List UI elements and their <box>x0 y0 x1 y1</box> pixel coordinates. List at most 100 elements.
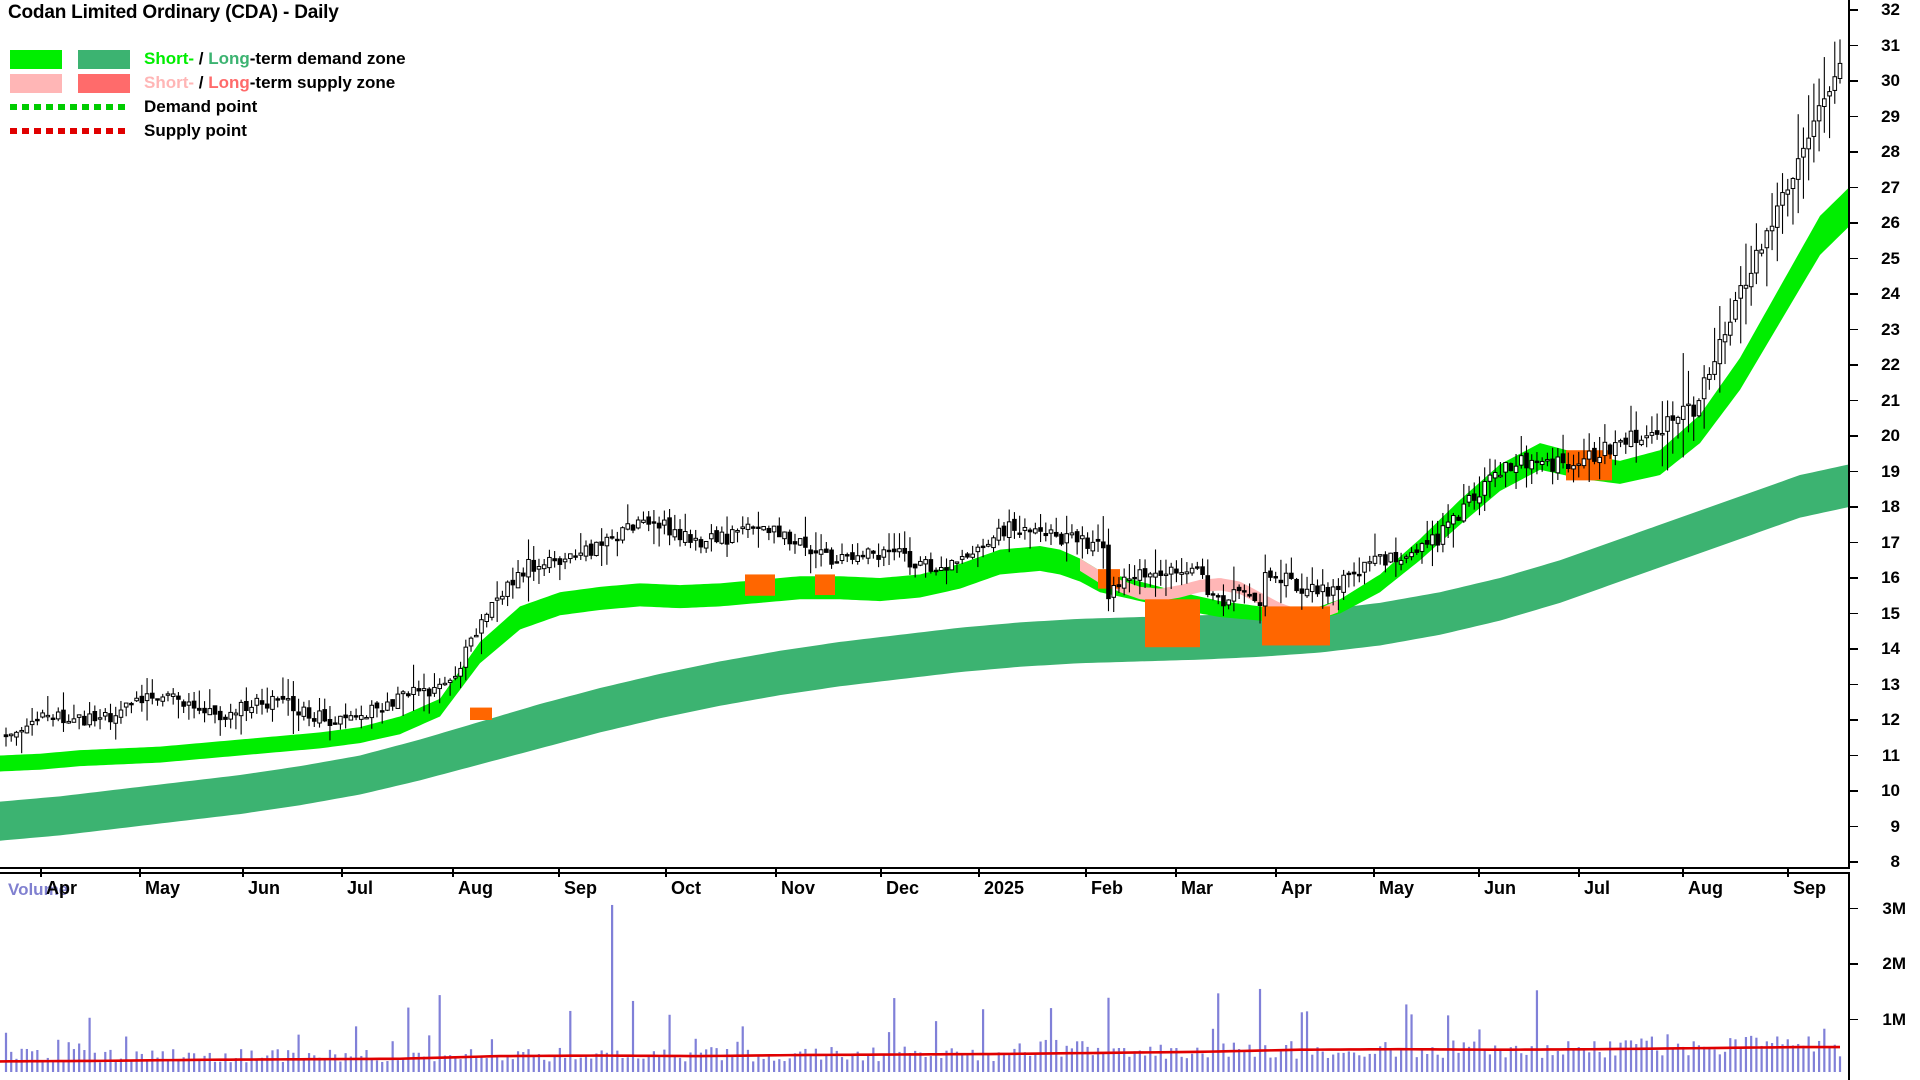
volume-bar <box>720 1060 723 1072</box>
candle-body <box>520 572 526 577</box>
volume-bar <box>778 1059 781 1072</box>
candle-body <box>656 522 662 529</box>
candle-body <box>975 546 981 553</box>
candle-body <box>468 637 474 647</box>
candlestick <box>264 687 270 713</box>
candlestick <box>1356 557 1362 583</box>
price-axis-tick <box>1849 541 1858 544</box>
candlestick <box>1414 543 1420 555</box>
price-panel-right-border <box>1848 0 1850 869</box>
volume-bar <box>219 1061 222 1072</box>
candle-body <box>144 693 150 702</box>
volume-bar <box>710 1047 713 1072</box>
candle-body <box>792 541 798 545</box>
supply-point-dotted-icon <box>10 122 130 141</box>
volume-bar <box>1368 1053 1371 1072</box>
volume-bar <box>1551 1055 1554 1072</box>
candle-body <box>353 715 359 718</box>
candle-body <box>1215 595 1221 598</box>
candlestick <box>426 687 432 714</box>
volume-bar <box>590 1058 593 1072</box>
candlestick <box>1017 515 1022 538</box>
candlestick <box>118 700 124 724</box>
volume-bar <box>1593 1041 1596 1072</box>
legend-label-supply-zone: Short- / Long-term supply zone <box>144 73 395 93</box>
demand-point-dotted-icon <box>10 98 130 117</box>
volume-bar <box>1347 1051 1350 1072</box>
candlestick <box>520 567 526 583</box>
candle-body <box>1315 585 1320 595</box>
candlestick <box>97 709 103 730</box>
candle-body <box>1074 531 1080 543</box>
candlestick <box>1069 524 1075 539</box>
candlestick <box>1691 396 1696 441</box>
price-axis-label: 27 <box>1881 177 1900 197</box>
candle-body <box>672 529 678 538</box>
candle-body <box>876 554 881 560</box>
candlestick <box>703 540 709 553</box>
volume-bar <box>412 1052 415 1072</box>
candle-body <box>860 554 866 558</box>
candlestick <box>876 543 881 568</box>
volume-bar <box>663 1049 666 1072</box>
candle-body <box>1147 573 1153 578</box>
candle-body <box>223 716 228 720</box>
volume-bar <box>532 1055 535 1072</box>
volume-bar <box>924 1057 927 1072</box>
candlestick <box>270 690 275 722</box>
price-axis-tick <box>1849 115 1858 118</box>
candle-body <box>599 541 604 546</box>
volume-bar <box>318 1057 321 1072</box>
candle-body <box>1811 120 1817 137</box>
candle-body <box>1738 285 1744 299</box>
volume-bar <box>1509 1047 1512 1072</box>
volume-bar <box>1671 1048 1674 1072</box>
candle-body <box>1623 437 1629 445</box>
candlestick <box>3 727 9 747</box>
candle-body <box>1790 177 1796 190</box>
volume-bar <box>1049 1008 1053 1072</box>
candlestick <box>1304 576 1310 598</box>
candlestick <box>1242 584 1247 604</box>
volume-bar <box>250 1050 253 1072</box>
volume-bar <box>119 1058 123 1072</box>
date-axis-tick <box>1682 868 1684 877</box>
volume-bar <box>715 1048 718 1072</box>
candle-body <box>881 549 887 558</box>
candle-body <box>1179 572 1184 575</box>
volume-bar <box>381 1061 384 1072</box>
candle-body <box>526 558 531 578</box>
candlestick <box>1038 514 1043 543</box>
volume-bar <box>893 998 896 1072</box>
volume-bar <box>1065 1045 1068 1072</box>
candle-body <box>1278 579 1284 584</box>
candlestick <box>1790 177 1796 225</box>
candlestick <box>813 532 819 569</box>
volume-panel-title: Volume <box>8 880 69 899</box>
candlestick <box>1268 567 1273 582</box>
volume-bar <box>339 1061 342 1072</box>
candlestick <box>1048 524 1054 545</box>
volume-bar <box>1295 1058 1298 1072</box>
candlestick <box>1236 584 1242 600</box>
date-axis-tick <box>452 868 454 877</box>
candlestick <box>1262 554 1268 617</box>
candle-body <box>771 525 777 533</box>
candlestick <box>191 691 197 719</box>
candlestick <box>719 526 725 545</box>
candlestick <box>14 730 19 746</box>
candle-body <box>1717 339 1723 365</box>
candle-body <box>693 537 699 541</box>
candlestick <box>756 511 761 548</box>
candlestick <box>181 699 186 714</box>
candlestick <box>1633 411 1639 463</box>
candle-body <box>176 695 181 700</box>
candle-body <box>1069 532 1075 536</box>
candlestick <box>123 702 129 717</box>
candle-body <box>296 711 301 716</box>
volume-bar <box>1232 1042 1235 1072</box>
candle-body <box>479 619 484 634</box>
candlestick <box>1832 41 1838 104</box>
volume-axis-label: 1M <box>1882 1009 1906 1029</box>
candlestick <box>1639 435 1644 447</box>
